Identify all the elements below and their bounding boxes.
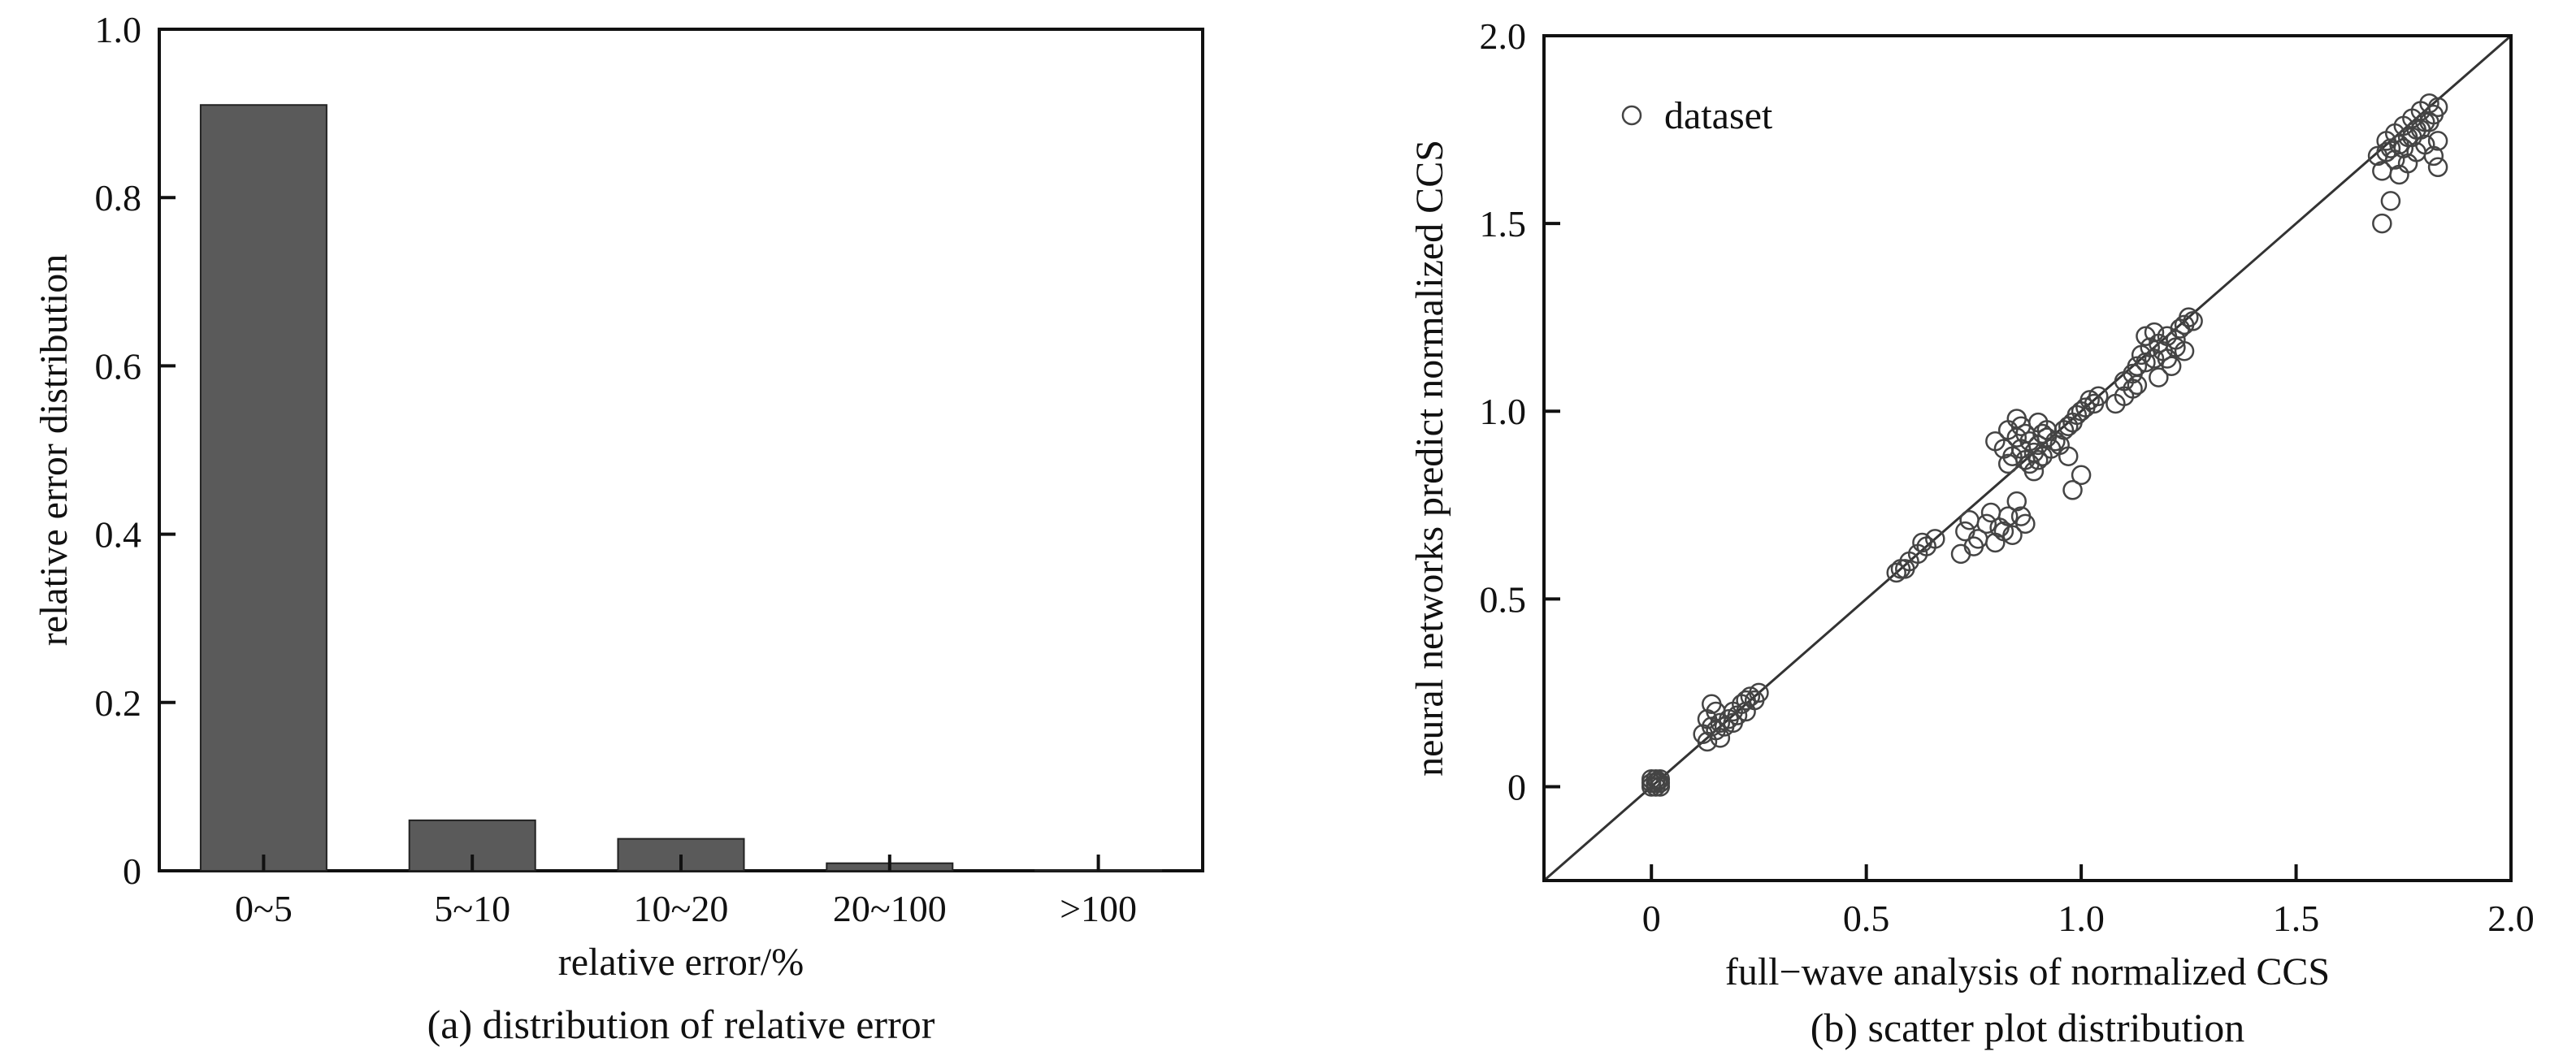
scatter-point (2419, 112, 2439, 132)
scatter-chart-caption: (b) scatter plot distribution (1811, 1005, 2245, 1050)
bar-chart-y-axis-label: relative error distribution (33, 254, 76, 647)
scatter-point (1706, 701, 1726, 722)
scatter-point (2127, 374, 2148, 396)
y-tick-label: 0.5 (1480, 578, 1527, 620)
scatter-point (2010, 506, 2032, 526)
scatter-x-axis-label: full−wave analysis of normalized CCS (1725, 950, 2330, 993)
scatter-point (2427, 131, 2448, 151)
scatter-point (2071, 465, 2092, 486)
scatter-y-axis-ticks: 0 0.5 1.0 1.5 2.0 (1480, 15, 1560, 807)
scatter-legend: dataset (1621, 94, 1773, 137)
scatter-point (1925, 529, 1945, 549)
scatter-legend-label: dataset (1664, 94, 1773, 137)
y-tick-label: 0.6 (95, 345, 142, 387)
scatter-point (2136, 326, 2156, 347)
scatter-point (1723, 712, 1743, 734)
scatter-points (1641, 93, 2448, 797)
scatter-point (2023, 461, 2045, 482)
scatter-point (1993, 521, 2014, 542)
bar (199, 104, 327, 872)
scatter-point (1912, 532, 1932, 553)
x-tick-label: 1.0 (2058, 898, 2105, 939)
y-tick-label: 1.0 (1480, 391, 1527, 432)
y-tick-label: 0.4 (95, 514, 142, 556)
scatter-point (2380, 138, 2401, 158)
scatter-point (1710, 712, 1731, 734)
x-tick-label: 5~10 (434, 888, 510, 929)
scatter-point (2062, 480, 2083, 500)
bar-chart-x-axis-label: relative error/% (558, 941, 804, 984)
scatter-point (2389, 164, 2409, 185)
bar-chart-bars (199, 104, 1163, 872)
scatter-point (2006, 491, 2027, 512)
scatter-point (1980, 502, 2001, 523)
scatter-point (2144, 322, 2165, 343)
scatter-point (2079, 390, 2100, 410)
scatter-point (1976, 513, 1997, 534)
x-tick-label: 2.0 (2487, 898, 2535, 939)
scatter-point (2372, 213, 2392, 234)
scatter-chart-panel: 0 0.5 1.0 1.5 2.0 0 0.5 1.0 1.5 2.0 dataset full… (1408, 15, 2535, 1050)
x-tick-label: 10~20 (634, 888, 729, 929)
y-tick-label: 1.0 (95, 9, 142, 50)
scatter-point (2427, 157, 2448, 178)
scatter-point (1963, 536, 1984, 556)
bar-chart-caption: (a) distribution of relative error (427, 1002, 935, 1047)
x-tick-label: 0~5 (235, 888, 293, 929)
scatter-point (2140, 337, 2160, 357)
x-tick-label: >100 (1060, 888, 1137, 929)
scatter-point (1647, 771, 1668, 791)
y-tick-label: 1.5 (1480, 203, 1527, 245)
bar-chart-x-axis-ticks: 0~5 5~10 10~20 20~100 >100 (235, 855, 1137, 929)
bar-chart-y-axis-ticks: 0 0.2 0.4 0.6 0.8 1.0 (95, 9, 176, 892)
scatter-point (2123, 379, 2143, 399)
scatter-point (2058, 446, 2079, 466)
scatter-point (1886, 562, 1906, 583)
scatter-legend-marker (1621, 105, 1642, 126)
y-tick-label: 0.8 (95, 177, 142, 219)
scatter-point (2136, 352, 2156, 373)
scatter-point (2179, 307, 2199, 327)
y-tick-label: 0.2 (95, 682, 142, 724)
scatter-point (2032, 423, 2053, 444)
scatter-point (1895, 559, 1915, 579)
scatter-point (1740, 686, 1761, 707)
x-tick-label: 0.5 (1843, 898, 1890, 939)
y-tick-label: 0 (1507, 766, 1526, 807)
scatter-point (1997, 453, 2019, 474)
scatter-point (2027, 450, 2049, 470)
x-tick-label: 1.5 (2273, 898, 2320, 939)
scatter-point (2380, 191, 2401, 211)
bar-chart-panel: 00.20.40.60.81.0 0~5 5~10 10~20 20~100 >100 … (33, 9, 1204, 1047)
scatter-point (2027, 412, 2049, 433)
scatter-point (2088, 386, 2109, 406)
scatter-x-axis-ticks: 0 0.5 1.0 1.5 2.0 (1642, 864, 2535, 939)
scatter-point (2183, 311, 2203, 331)
x-tick-label: 20~100 (833, 888, 947, 929)
scatter-point (2174, 341, 2195, 361)
scatter-point (1710, 728, 1731, 748)
scatter-point (1950, 543, 1971, 565)
y-tick-label: 2.0 (1480, 15, 1527, 57)
scatter-point (2149, 367, 2169, 387)
y-tick-label: 0 (123, 850, 141, 892)
scatter-point (1959, 510, 1980, 530)
scatter-plot-frame (1542, 34, 2513, 882)
scatter-point (2166, 337, 2186, 357)
scatter-y-axis-label: neural networks predict normalized CCS (1408, 140, 1451, 777)
scatter-point (2427, 97, 2448, 118)
scatter-point (2002, 525, 2023, 546)
scatter-point (1736, 690, 1756, 711)
x-tick-label: 0 (1642, 898, 1661, 939)
